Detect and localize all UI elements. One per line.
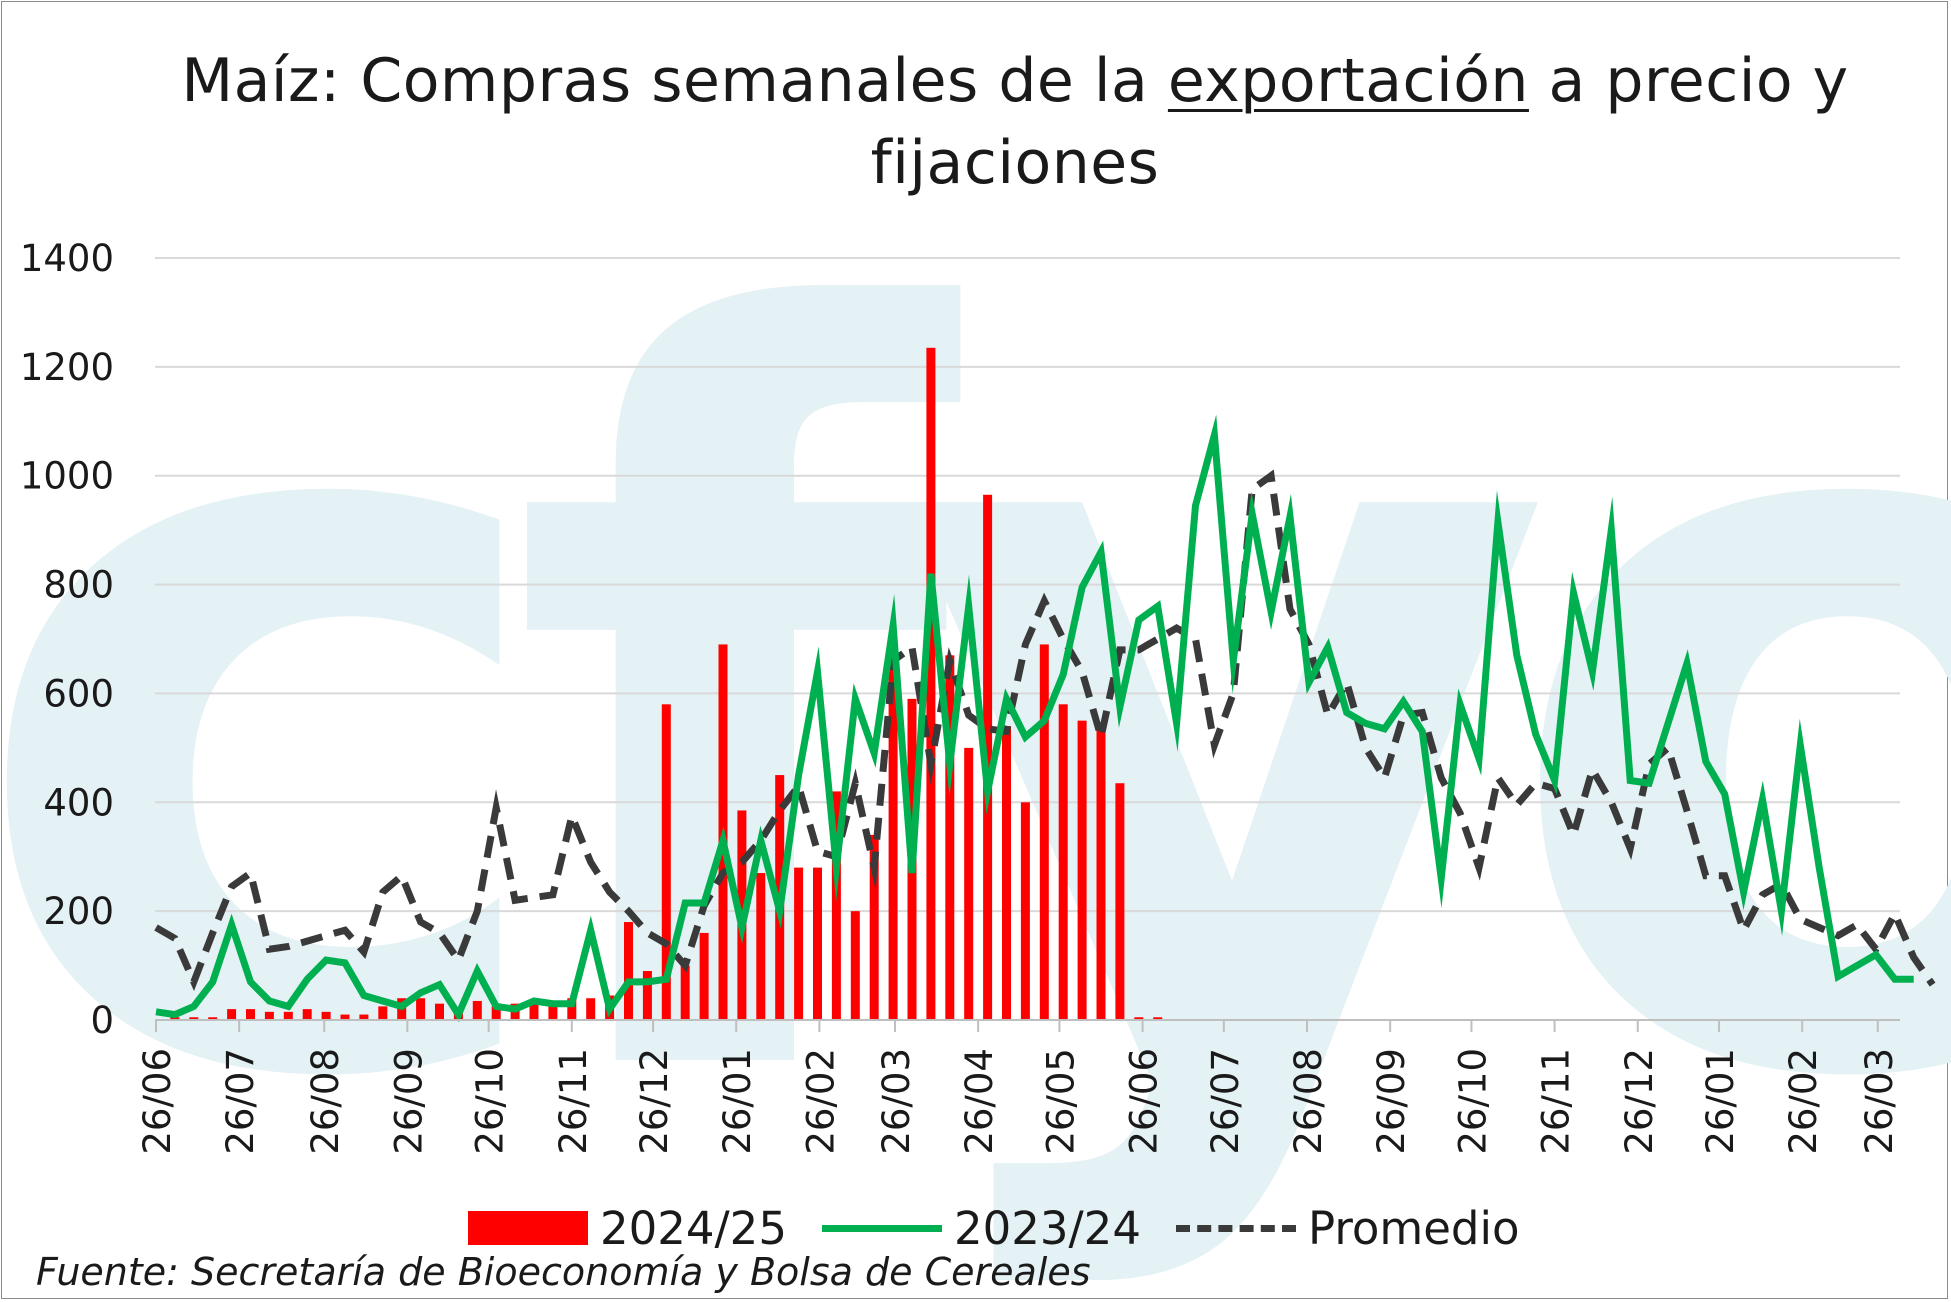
legend-item-2024-25: 2024/25 [468,1200,787,1256]
bar-2024-25 [794,867,804,1020]
bar-2024-25 [1002,726,1011,1020]
x-tick-label: 26/12 [1618,1048,1661,1155]
chart-title: Maíz: Compras semanales de la exportació… [100,40,1930,204]
x-tick-label: 26/11 [552,1048,595,1155]
bar-2024-25 [1058,704,1068,1020]
legend-swatch-dashed [1176,1224,1296,1232]
bar-2024-25 [264,1011,274,1020]
bar-2024-25 [1115,783,1125,1020]
x-tick-label: 26/02 [1782,1048,1825,1155]
bar-2024-25 [642,971,652,1020]
x-tick-label: 26/09 [1370,1048,1413,1155]
bar-2024-25 [359,1014,369,1020]
bar-2024-25 [680,965,690,1020]
bar-2024-25 [283,1011,293,1020]
bar-2024-25 [869,834,879,1020]
x-tick-label: 26/04 [958,1048,1001,1155]
bar-2024-25 [756,873,766,1020]
bar-2024-25 [472,1000,482,1020]
bar-2024-25 [1134,1017,1144,1020]
title-text-start: Maíz: Compras semanales de la [181,46,1168,116]
bar-2024-25 [850,911,860,1020]
y-tick-label: 0 [90,999,114,1042]
legend-item-2023-24: 2023/24 [822,1200,1141,1256]
line-2023-24 [155,414,1914,1023]
x-tick-label: 26/06 [1123,1048,1166,1155]
x-tick-label: 26/06 [136,1048,179,1155]
bar-2024-25 [1039,644,1049,1020]
bar-2024-25 [945,655,955,1020]
bar-2024-25 [888,660,898,1020]
bar-2024-25 [246,1009,255,1020]
title-text-end: a precio y fijaciones [870,46,1849,198]
y-tick-label: 600 [43,672,114,715]
bar-2024-25 [567,998,577,1020]
x-tick-label: 26/10 [469,1048,512,1155]
y-axis: 0 200 400 600 800 1000 1200 1400 [20,237,114,1042]
x-tick-label: 26/07 [219,1048,262,1155]
y-tick-label: 1400 [20,237,114,280]
legend-swatch-line [822,1224,942,1232]
x-tick-label: 26/07 [1204,1048,1247,1155]
x-tick-label: 26/01 [1699,1048,1742,1155]
bar-2024-25 [548,1003,558,1020]
bar-2024-25 [586,998,596,1020]
bar-2024-25 [1077,720,1087,1020]
bar-2024-25 [491,1006,501,1020]
legend-label: 2023/24 [954,1201,1141,1255]
source-note: Fuente: Secretaría de Bioeconomía y Bols… [36,1250,1091,1294]
legend-item-promedio: Promedio [1176,1200,1520,1256]
bar-2024-25 [189,1017,199,1020]
x-tick-label: 26/08 [1287,1048,1330,1155]
bar-2024-25 [321,1011,331,1020]
bar-2024-25 [624,922,633,1020]
bar-2024-25 [1020,802,1030,1020]
x-tick-label: 26/09 [387,1048,430,1155]
bar-2024-25 [529,1000,539,1020]
y-tick-label: 200 [43,890,114,933]
line-promedio [154,469,1936,992]
legend-swatch-bar [468,1211,588,1245]
bar-2024-25 [831,791,841,1020]
y-tick-label: 1000 [20,455,114,498]
y-tick-label: 400 [43,781,114,824]
bar-2024-25 [208,1017,218,1020]
bar-2024-25 [699,932,709,1020]
bar-2024-25 [813,867,822,1020]
legend-label: Promedio [1308,1201,1520,1255]
bar-2024-25 [1153,1017,1163,1020]
bar-2024-25 [340,1014,350,1020]
bar-2024-25 [302,1009,312,1020]
x-tick-label: 26/01 [716,1048,759,1155]
x-tick-label: 26/03 [1858,1048,1901,1155]
bar-2024-25 [378,1006,388,1020]
x-tick-label: 26/08 [304,1048,347,1155]
x-tick-label: 26/11 [1535,1048,1578,1155]
title-underlined-word: exportación [1167,46,1529,116]
bar-2024-25 [926,347,936,1020]
y-tick-label: 1200 [20,346,114,389]
x-axis: 26/06 26/07 26/08 26/09 26/10 26/11 26/12 26/01… [136,1019,1901,1155]
bar-2024-25 [1096,723,1106,1020]
bar-2024-25 [227,1009,237,1020]
x-tick-label: 26/12 [633,1048,676,1155]
bar-2024-25 [435,1003,444,1020]
legend: 2024/25 2023/24 Promedio [0,1200,1951,1260]
x-tick-label: 26/02 [799,1048,842,1155]
bar-2024-25 [416,998,426,1020]
bar-2024-25 [964,747,974,1020]
x-tick-label: 26/05 [1039,1048,1082,1155]
legend-label: 2024/25 [600,1201,787,1255]
x-tick-label: 26/03 [875,1048,918,1155]
bar-2024-25 [661,704,671,1020]
bar-2024-25 [170,1017,180,1020]
y-tick-label: 800 [43,564,114,607]
series-lines [154,414,1936,1023]
x-tick-label: 26/10 [1451,1048,1494,1155]
